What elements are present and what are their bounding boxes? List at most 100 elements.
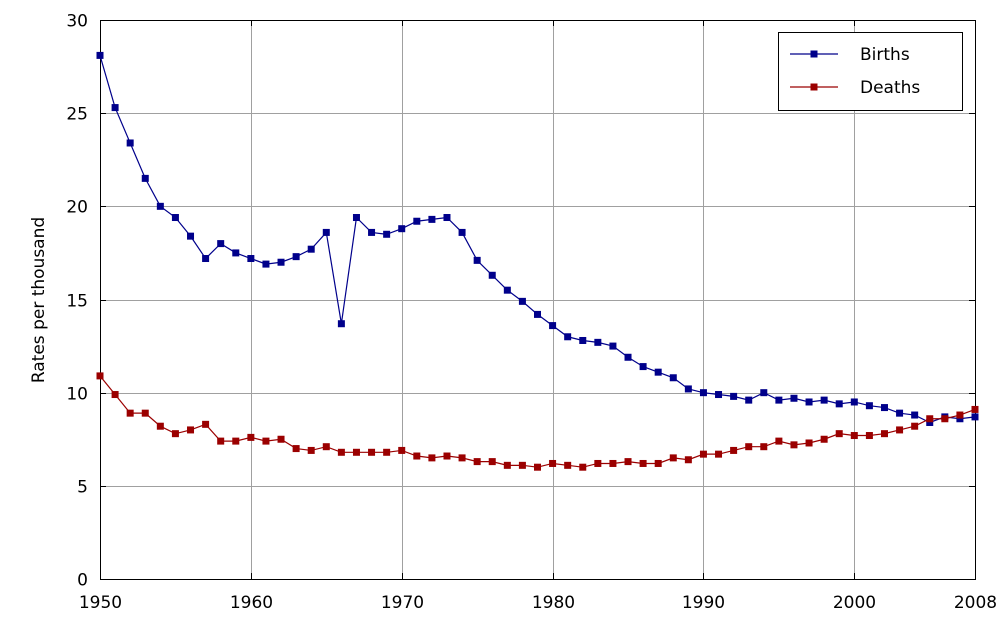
data-point-births	[971, 413, 979, 421]
data-point-deaths	[217, 437, 225, 445]
data-point-births	[926, 418, 934, 426]
series-births	[96, 51, 979, 426]
data-point-births	[534, 310, 541, 318]
data-point-births	[428, 215, 436, 223]
y-axis-title: Rates per thousand	[29, 217, 49, 383]
series-deaths	[96, 372, 979, 471]
data-point-births	[624, 353, 632, 361]
legend-label-births: Births	[860, 45, 910, 65]
axis-ticks: 1950 1960 1970 1980 1990 2000 2008 0 5 10 15 20 25 30	[66, 12, 997, 614]
data-point-deaths	[383, 448, 391, 456]
data-point-deaths	[428, 454, 436, 462]
x-tick-label: 1990	[682, 593, 725, 613]
data-point-deaths	[187, 426, 195, 434]
data-point-births	[156, 202, 164, 210]
data-point-deaths	[941, 415, 949, 423]
data-point-births	[247, 255, 255, 263]
data-point-deaths	[232, 437, 240, 445]
x-tick-label: 1970	[381, 593, 424, 613]
data-point-deaths	[443, 452, 451, 460]
data-point-deaths	[111, 391, 119, 399]
data-point-births	[187, 232, 195, 240]
data-point-births	[835, 400, 843, 408]
data-point-births	[579, 336, 587, 344]
data-point-deaths	[760, 443, 768, 451]
data-point-births	[458, 228, 466, 236]
data-point-births	[760, 389, 768, 397]
data-point-births	[413, 217, 421, 225]
data-point-births	[202, 255, 210, 263]
data-point-deaths	[715, 450, 723, 458]
data-point-births	[699, 389, 707, 397]
data-point-deaths	[413, 452, 421, 460]
data-point-deaths	[880, 430, 888, 438]
data-point-births	[141, 174, 149, 182]
data-point-deaths	[669, 454, 677, 462]
data-point-births	[111, 104, 119, 112]
legend-marker-births	[810, 50, 818, 58]
data-point-deaths	[247, 433, 255, 441]
data-point-deaths	[790, 441, 798, 449]
data-point-deaths	[473, 458, 481, 466]
data-point-births	[337, 320, 345, 328]
data-point-births	[805, 398, 813, 406]
data-point-births	[850, 398, 858, 406]
data-point-deaths	[624, 458, 632, 466]
data-point-deaths	[775, 437, 783, 445]
data-point-births	[654, 368, 662, 376]
data-point-births	[549, 322, 557, 330]
x-tick-label: 1980	[532, 593, 575, 613]
data-point-births	[368, 228, 376, 236]
data-point-births	[488, 271, 496, 279]
data-point-deaths	[337, 448, 345, 456]
data-point-deaths	[594, 459, 602, 467]
data-point-births	[352, 214, 360, 222]
data-point-births	[171, 214, 179, 222]
y-tick-label: 0	[77, 571, 88, 591]
data-point-deaths	[503, 461, 511, 469]
data-point-deaths	[141, 409, 149, 417]
data-point-deaths	[835, 430, 843, 438]
y-tick-label: 10	[66, 385, 88, 405]
data-point-deaths	[730, 446, 738, 454]
data-point-births	[383, 230, 391, 238]
data-point-deaths	[684, 456, 692, 464]
data-point-deaths	[896, 426, 904, 434]
data-point-births	[911, 411, 919, 419]
data-point-deaths	[564, 461, 572, 469]
data-point-deaths	[639, 459, 647, 467]
data-point-births	[277, 258, 285, 266]
data-point-births	[669, 374, 677, 382]
x-tick-label: 2008	[954, 593, 997, 613]
data-point-deaths	[699, 450, 707, 458]
data-point-deaths	[171, 430, 179, 438]
data-point-deaths	[865, 432, 873, 440]
legend-marker-deaths	[810, 83, 818, 91]
data-point-births	[96, 51, 104, 59]
y-tick-label: 20	[66, 198, 88, 218]
data-point-deaths	[609, 459, 617, 467]
data-point-births	[896, 409, 904, 417]
x-tick-label: 1960	[230, 593, 273, 613]
data-point-deaths	[398, 446, 406, 454]
data-point-deaths	[579, 463, 587, 471]
data-point-births	[609, 342, 617, 350]
y-tick-label: 15	[66, 292, 88, 312]
data-point-deaths	[820, 435, 828, 443]
data-point-births	[473, 256, 481, 264]
data-point-deaths	[956, 411, 964, 419]
data-point-births	[730, 392, 738, 400]
data-point-births	[322, 228, 330, 236]
data-point-deaths	[126, 409, 134, 417]
y-tick-label: 5	[77, 478, 88, 498]
data-point-births	[715, 391, 723, 399]
data-point-deaths	[277, 435, 285, 443]
legend-label-deaths: Deaths	[860, 78, 920, 98]
data-point-births	[518, 297, 526, 305]
data-point-births	[217, 240, 225, 248]
data-point-deaths	[458, 454, 466, 462]
data-point-births	[790, 394, 798, 402]
data-point-births	[262, 260, 270, 268]
data-point-births	[865, 402, 873, 410]
